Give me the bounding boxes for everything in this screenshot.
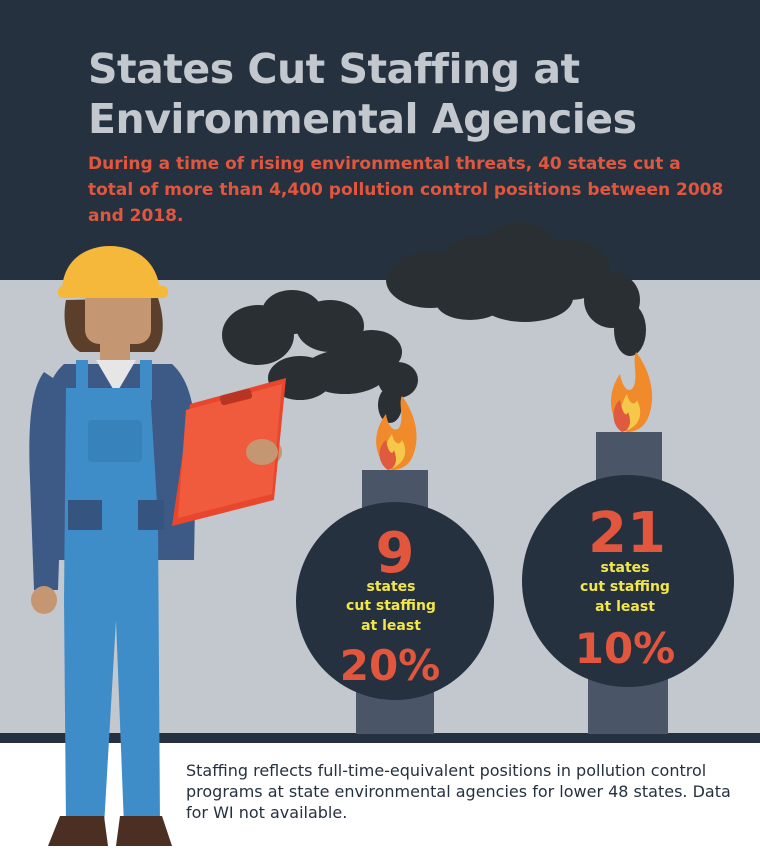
smoke-cloud-right: [386, 222, 646, 356]
flame-right: [610, 352, 653, 432]
stat-left-percent: 20%: [340, 641, 441, 690]
stat-right-number: 21: [588, 501, 666, 566]
smoke-cloud-left: [222, 290, 418, 423]
stat-left-line3: at least: [361, 618, 421, 634]
stat-right-line3: at least: [595, 599, 655, 615]
clipboard: [172, 378, 286, 526]
stat-right-line1: states: [601, 560, 650, 576]
page-title: States Cut Staffing at Environmental Age…: [88, 45, 637, 143]
stat-left-number: 9: [376, 521, 415, 586]
stat-left-line2: cut staffing: [346, 598, 436, 614]
worker-figure: [29, 246, 282, 846]
stat-circle-left: [296, 502, 494, 700]
stat-circle-right: [522, 475, 734, 687]
flame-left: [376, 396, 417, 470]
stat-right-percent: 10%: [575, 624, 676, 673]
footnote: Staffing reflects full-time-equivalent p…: [186, 761, 731, 822]
page-subtitle: During a time of rising environmental th…: [88, 154, 724, 226]
stat-right-line2: cut staffing: [580, 579, 670, 595]
ground-line: [0, 733, 760, 743]
stat-left-line1: states: [367, 579, 416, 595]
header-panel: [0, 0, 760, 280]
